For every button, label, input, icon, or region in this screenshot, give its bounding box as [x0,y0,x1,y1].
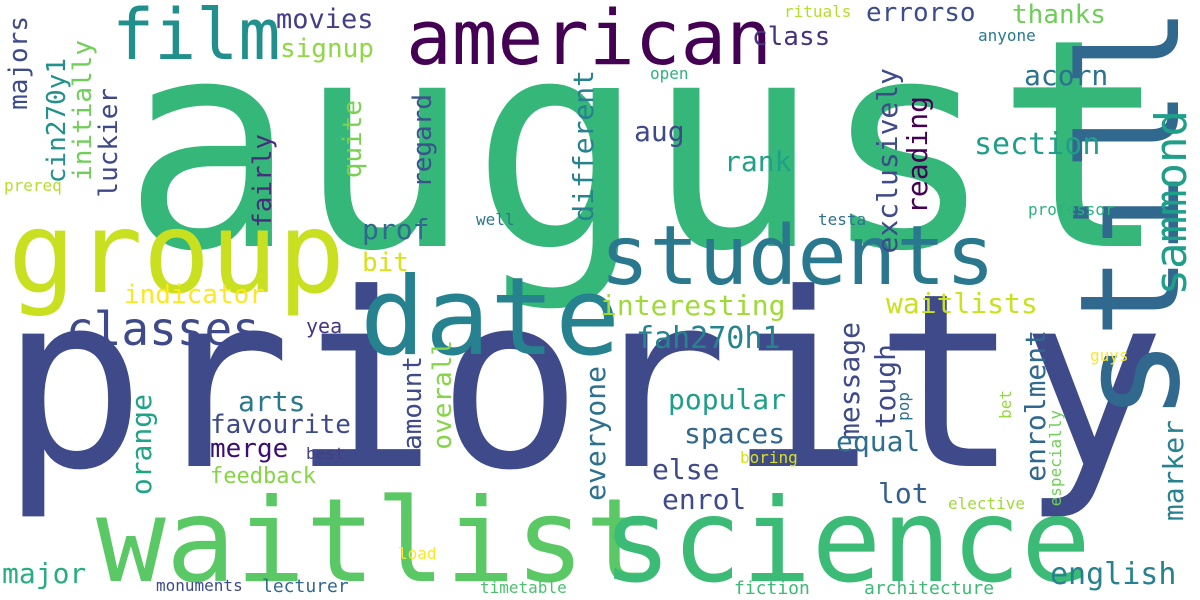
word-load: load [398,544,437,563]
word-boring: boring [740,448,798,467]
word-errorso: errorso [866,0,976,28]
word-science: science [602,474,1091,600]
word-fah270h1: fah270h1 [636,321,781,356]
word-timetable: timetable [480,578,567,597]
word-waitlist: waitlist [96,474,655,600]
word-amount: amount [398,356,428,450]
word-prereq: prereq [4,176,62,195]
word-thanks: thanks [1012,0,1106,30]
word-bit: bit [362,248,409,278]
word-fairly: fairly [248,134,278,228]
word-initially: initially [68,40,98,181]
word-anyone: anyone [978,26,1036,45]
word-movies: movies [276,4,374,35]
word-architecture: architecture [864,578,995,599]
word-especially: especially [1046,410,1065,507]
word-well: well [476,210,515,229]
word-priority: priority [0,242,1166,524]
word-section: section [974,127,1101,162]
word-indicator: indicator [124,280,265,310]
word-elective: elective [948,494,1026,513]
word-fiction: fiction [734,578,810,599]
word-feedback: feedback [210,464,316,489]
word-arts: arts [238,385,306,418]
word-cin270y1: cin270y1 [42,58,72,184]
word-regard: regard [408,94,438,188]
word-lot: lot [878,477,929,510]
word-pop: pop [894,392,913,421]
word-open: open [650,64,689,83]
word-august: august [122,0,1170,315]
word-rank: rank [724,145,792,178]
word-message: message [833,322,866,441]
word-marker: marker [1157,420,1190,522]
word-reading: reading [901,96,934,215]
word-orange: orange [125,394,158,496]
word-enrol: enrol [662,483,747,516]
word-merge: merge [210,434,289,464]
word-date: date [360,255,621,380]
word-yea: yea [306,314,343,338]
word-interesting: interesting [600,289,786,322]
word-quite: quite [338,100,368,179]
word-classes: classes [66,302,260,356]
word-best: best [306,444,345,463]
word-group: group [8,189,346,319]
word-film: film [112,0,281,76]
word-major: major [2,557,87,590]
word-lecturer: lecturer [262,576,349,597]
word-everyone: everyone [579,366,612,501]
word-class: class [752,22,831,52]
word-aug: aug [634,115,685,148]
word-equal: equal [836,425,921,458]
word-american: american [406,0,773,82]
word-else: else [652,453,720,486]
word-different: different [567,70,600,222]
word-professor: professor [1028,200,1115,219]
word-bet: bet [996,390,1015,419]
word-exclusively: exclusively [871,68,904,254]
word-signup: signup [280,34,374,64]
word-acorn: acorn [1024,59,1109,92]
word-students: students [600,209,995,304]
word-testa: testa [818,210,867,229]
word-majors: majors [4,16,34,110]
word-popular: popular [668,383,787,416]
word-waitlists: waitlists [886,287,1038,320]
word-luckier: luckier [94,88,124,198]
word-sammond: sammond [1146,110,1197,296]
word-overall: overall [428,340,458,450]
word-spaces: spaces [684,417,786,450]
word-prof: prof [362,213,430,246]
word-favourite: favourite [210,410,351,440]
word-monuments: monuments [156,576,243,595]
word-rituals: rituals [784,2,852,21]
word-english: english [1050,557,1177,592]
word-guys: guys [1090,346,1129,365]
